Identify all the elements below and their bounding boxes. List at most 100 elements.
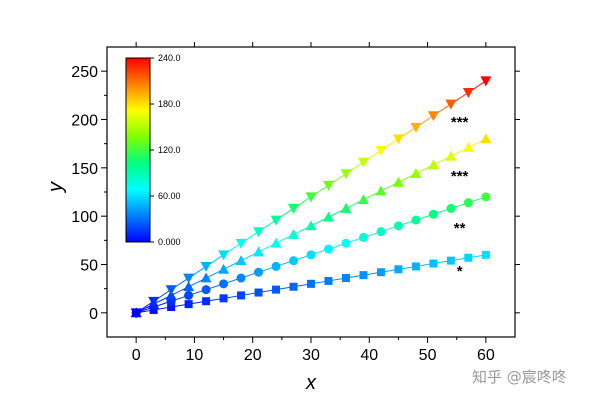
data-point-square [307,279,315,288]
y-tick-label: 200 [71,113,98,130]
data-point-circle [376,227,386,237]
data-point-square [184,300,193,309]
x-tick-label: 50 [419,347,437,364]
x-tick-label: 20 [244,347,262,364]
data-point-triangle-up [183,281,195,292]
data-point-triangle-down [288,204,300,214]
data-point-triangle-down [375,146,387,156]
data-point-circle [201,285,211,295]
data-point-triangle-down [183,273,195,284]
data-point-square [254,288,263,297]
data-point-triangle-down [480,76,492,87]
data-point-square [446,256,455,265]
data-point-circle [341,238,351,248]
data-point-triangle-down [253,227,265,238]
data-point-circle [219,279,229,289]
data-point-circle [463,198,473,208]
data-point-circle [393,221,403,231]
significance-annotations: ********* [451,114,469,280]
data-point-triangle-down [340,169,352,180]
significance-label: * [457,263,463,280]
data-point-triangle-up [357,194,369,205]
data-point-triangle-down [427,111,439,122]
data-point-triangle-up [270,237,282,248]
data-point-square [272,285,281,294]
colorbar-label: 240.0 [158,53,181,63]
data-point-circle [254,267,264,277]
data-point-triangle-down [130,308,142,319]
data-point-circle [289,256,299,266]
data-point-square [359,271,368,280]
data-point-square [411,262,420,271]
data-point-square [289,282,298,291]
colorbar-label: 60.00 [158,191,181,201]
data-point-triangle-up [322,211,334,222]
x-tick-label: 60 [477,347,495,364]
data-point-triangle-up [288,229,300,239]
y-tick-label: 250 [71,64,98,81]
data-point-square [341,274,350,283]
data-point-circle [323,244,333,254]
x-tick-label: 0 [132,347,141,364]
data-point-circle [184,290,194,300]
x-tick-label: 30 [302,347,320,364]
data-point-triangle-down [357,157,369,168]
data-point-square [202,297,211,306]
data-point-circle [428,209,438,219]
colorbar-label: 180.0 [158,99,181,109]
x-tick-label: 40 [360,347,378,364]
data-point-square [376,268,385,277]
data-point-triangle-up [480,133,492,144]
data-point-triangle-up [340,202,352,213]
data-point-triangle-up [462,142,474,152]
data-point-square [464,253,473,262]
y-tick-label: 100 [71,209,98,226]
data-point-triangle-down [305,192,317,203]
data-point-triangle-up [235,255,247,266]
data-point-triangle-down [270,215,282,226]
data-point-triangle-up [392,176,404,187]
data-point-triangle-down [165,285,177,296]
x-axis-title: x [305,372,317,394]
data-point-triangle-up [218,263,230,274]
colorbar-label: 120.0 [158,145,181,155]
data-point-triangle-down [462,88,474,98]
data-point-triangle-down [235,238,247,249]
data-point-circle [481,192,491,202]
data-points [130,76,492,319]
data-point-triangle-down [322,180,334,191]
watermark-text: 知乎 @宸咚咚 [472,368,567,386]
y-tick-label: 150 [71,161,98,178]
y-tick-label: 0 [89,306,98,323]
y-tick-label: 50 [80,258,98,275]
data-point-square [324,276,333,285]
data-point-square [429,259,438,268]
data-point-circle [271,261,281,271]
data-point-square [394,265,403,274]
data-point-circle [236,273,246,283]
data-point-triangle-down [410,122,422,133]
data-point-square [237,291,246,300]
y-axis-title: y [45,181,67,194]
colorbar: 240.0 180.0 120.0 60.00 0.000 [125,53,181,247]
data-point-triangle-down [445,99,457,110]
significance-label: *** [451,114,469,131]
data-point-triangle-up [375,185,387,196]
data-point-square [219,294,228,303]
data-point-triangle-down [392,134,404,145]
data-point-triangle-down [200,262,212,272]
data-point-circle [358,232,368,242]
colorbar-gradient [125,57,151,243]
data-point-triangle-down [148,296,160,307]
colorbar-label: 0.000 [158,237,181,247]
data-point-triangle-up [305,220,317,231]
data-point-triangle-up [410,168,422,179]
data-point-circle [306,250,316,260]
data-point-triangle-up [427,159,439,170]
data-point-triangle-up [200,272,212,283]
data-point-square [481,250,490,259]
data-point-circle [411,215,421,225]
data-point-triangle-down [218,250,230,261]
data-point-triangle-up [253,246,265,257]
